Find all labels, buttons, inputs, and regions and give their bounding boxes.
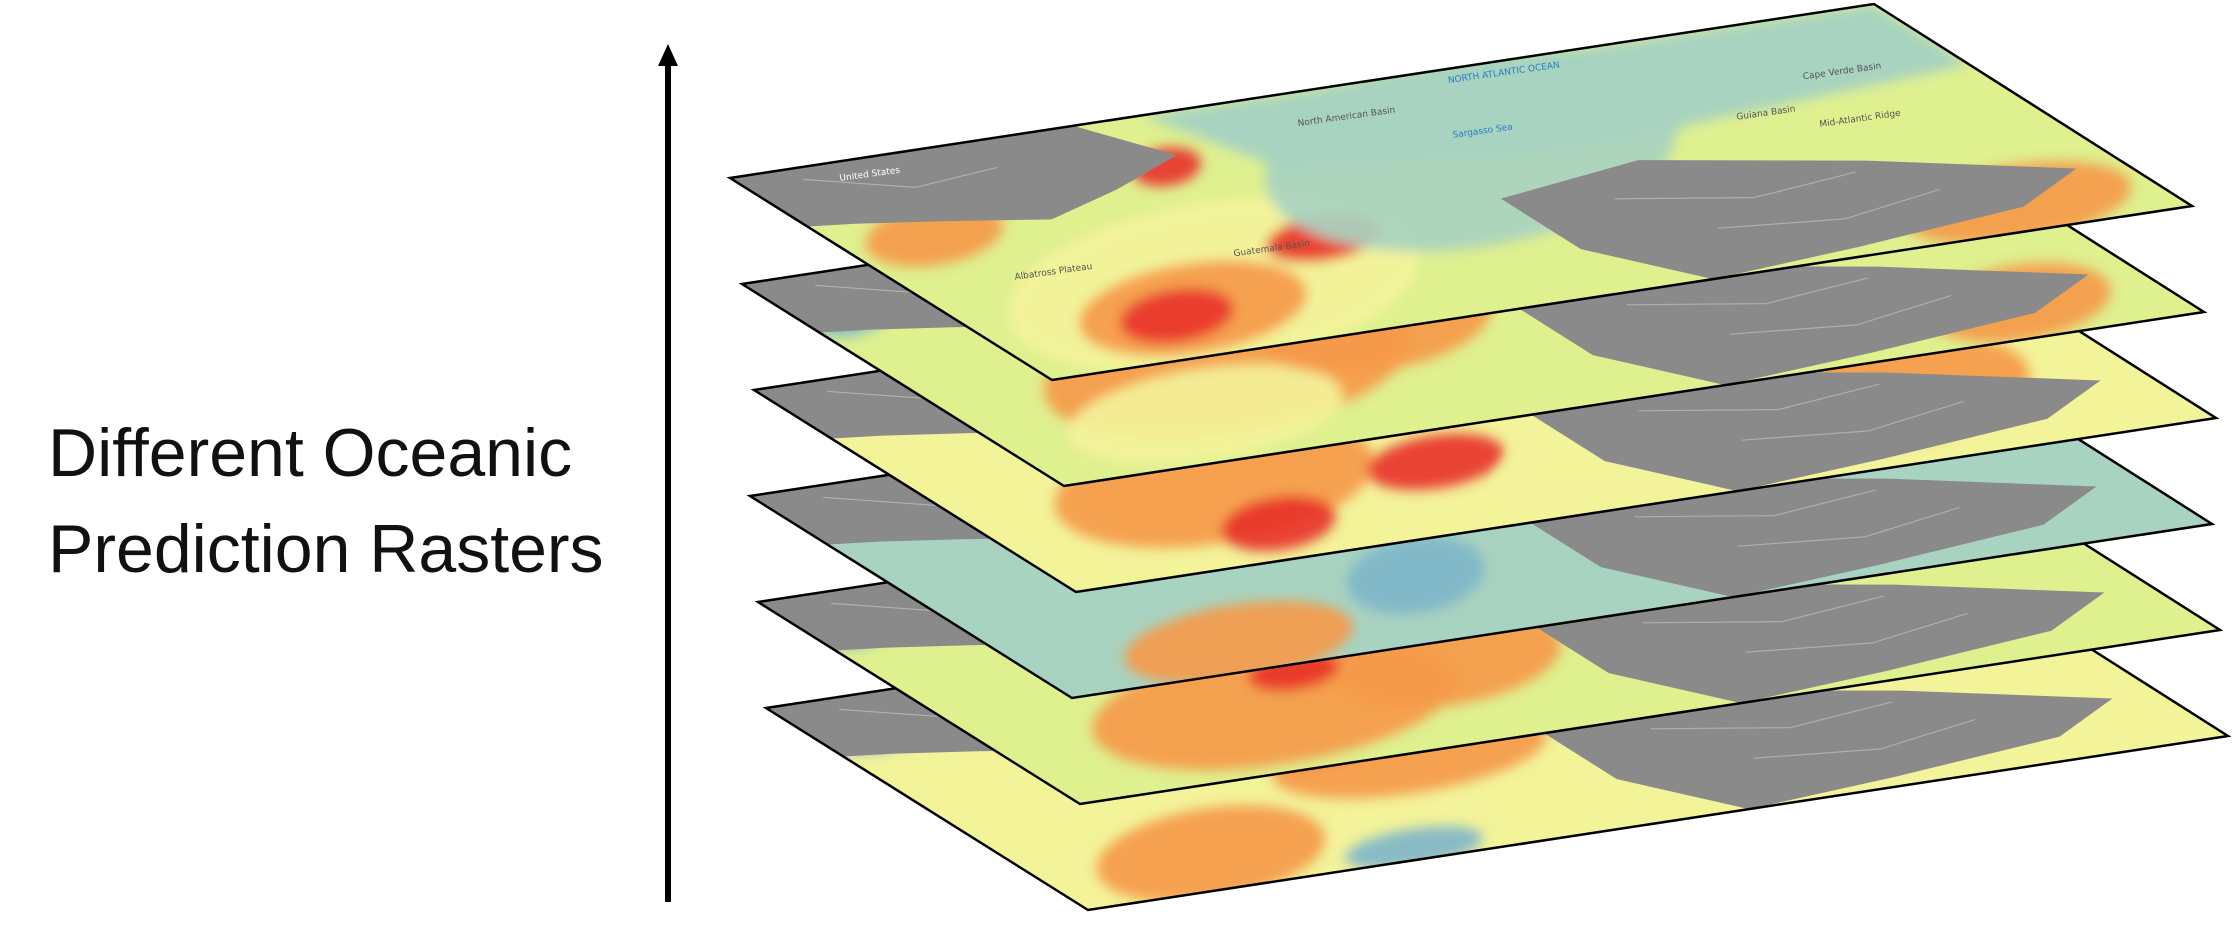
up-arrow-icon bbox=[658, 44, 678, 902]
prediction-blob bbox=[1096, 805, 1326, 902]
prediction-blob bbox=[1367, 433, 1505, 491]
land-south-america bbox=[1520, 478, 2097, 598]
country-border bbox=[1745, 612, 1968, 653]
country-border bbox=[1741, 400, 1964, 441]
country-border bbox=[1737, 506, 1960, 547]
land-north-america bbox=[730, 125, 1177, 227]
land-south-america bbox=[1500, 160, 2077, 280]
prediction-blob bbox=[1067, 364, 1342, 464]
country-border bbox=[1626, 277, 1868, 306]
land-south-america bbox=[1528, 584, 2105, 704]
land-south-america bbox=[1512, 266, 2089, 386]
country-border bbox=[1650, 701, 1892, 730]
country-border bbox=[1717, 188, 1940, 229]
caption-line-2: Prediction Rasters bbox=[48, 511, 604, 587]
land-south-america bbox=[1536, 690, 2113, 810]
country-border bbox=[1638, 383, 1880, 412]
layer-outline bbox=[726, 2, 2196, 382]
caption-line-1: Different Oceanic bbox=[48, 415, 573, 491]
prediction-blob bbox=[1221, 495, 1336, 552]
country-border bbox=[1729, 294, 1952, 335]
country-border bbox=[1753, 718, 1976, 759]
stack-caption: Different Oceanic Prediction Rasters bbox=[48, 405, 668, 597]
country-border bbox=[1642, 595, 1884, 624]
land-south-america bbox=[1524, 372, 2101, 492]
country-border bbox=[1614, 171, 1856, 200]
country-border bbox=[803, 166, 998, 189]
prediction-blob bbox=[1346, 536, 1485, 615]
prediction-blob bbox=[1119, 288, 1234, 344]
country-border bbox=[1634, 489, 1876, 518]
